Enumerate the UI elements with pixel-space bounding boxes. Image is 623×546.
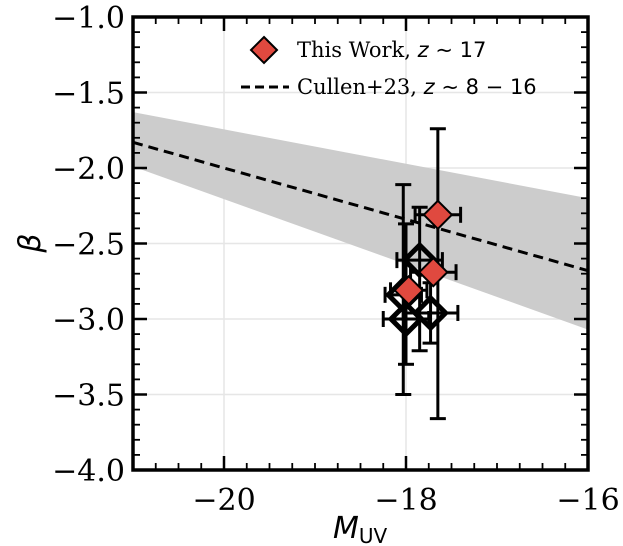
this-work-diamond-marker bbox=[422, 199, 454, 231]
marker-layer bbox=[384, 199, 454, 338]
open-diamond-marker bbox=[401, 241, 439, 279]
y-tick-label: −3.0 bbox=[52, 303, 125, 338]
x-tick-label: −18 bbox=[374, 483, 437, 518]
legend-label-this-work: This Work, z ∼ 17 bbox=[297, 38, 486, 62]
this-work-diamond-marker bbox=[393, 274, 425, 306]
relation-line-layer bbox=[133, 140, 588, 273]
y-tick-label: −1.5 bbox=[52, 77, 125, 112]
relation-line bbox=[133, 140, 588, 273]
y-axis-title: β bbox=[13, 233, 48, 253]
x-tick-label: −16 bbox=[556, 483, 619, 518]
y-tick-label: −4.0 bbox=[52, 454, 125, 489]
relation-band bbox=[133, 112, 588, 330]
errorbar-layer bbox=[381, 127, 463, 421]
legend-diamond-marker bbox=[249, 35, 279, 65]
y-tick-label: −2.0 bbox=[52, 152, 125, 187]
y-tick-label: −3.5 bbox=[52, 379, 125, 414]
this-work-diamond-marker bbox=[417, 256, 449, 288]
y-tick-label: −2.5 bbox=[52, 228, 125, 263]
x-tick-label: −20 bbox=[192, 483, 255, 518]
relation-band-layer bbox=[133, 112, 588, 330]
legend: This Work, z ∼ 17 Cullen+23, z ∼ 8 − 16 bbox=[241, 35, 537, 99]
x-axis-title: MUV bbox=[333, 511, 388, 546]
tick-labels: −20 −18 −16 −1.0 −1.5 −2.0 −2.5 −3.0 −3.5 −4.0 bbox=[52, 1, 620, 518]
legend-label-cullen: Cullen+23, z ∼ 8 − 16 bbox=[297, 75, 537, 99]
plot-frame bbox=[131, 15, 590, 472]
open-diamond-marker bbox=[412, 294, 450, 332]
y-tick-label: −1.0 bbox=[52, 1, 125, 36]
